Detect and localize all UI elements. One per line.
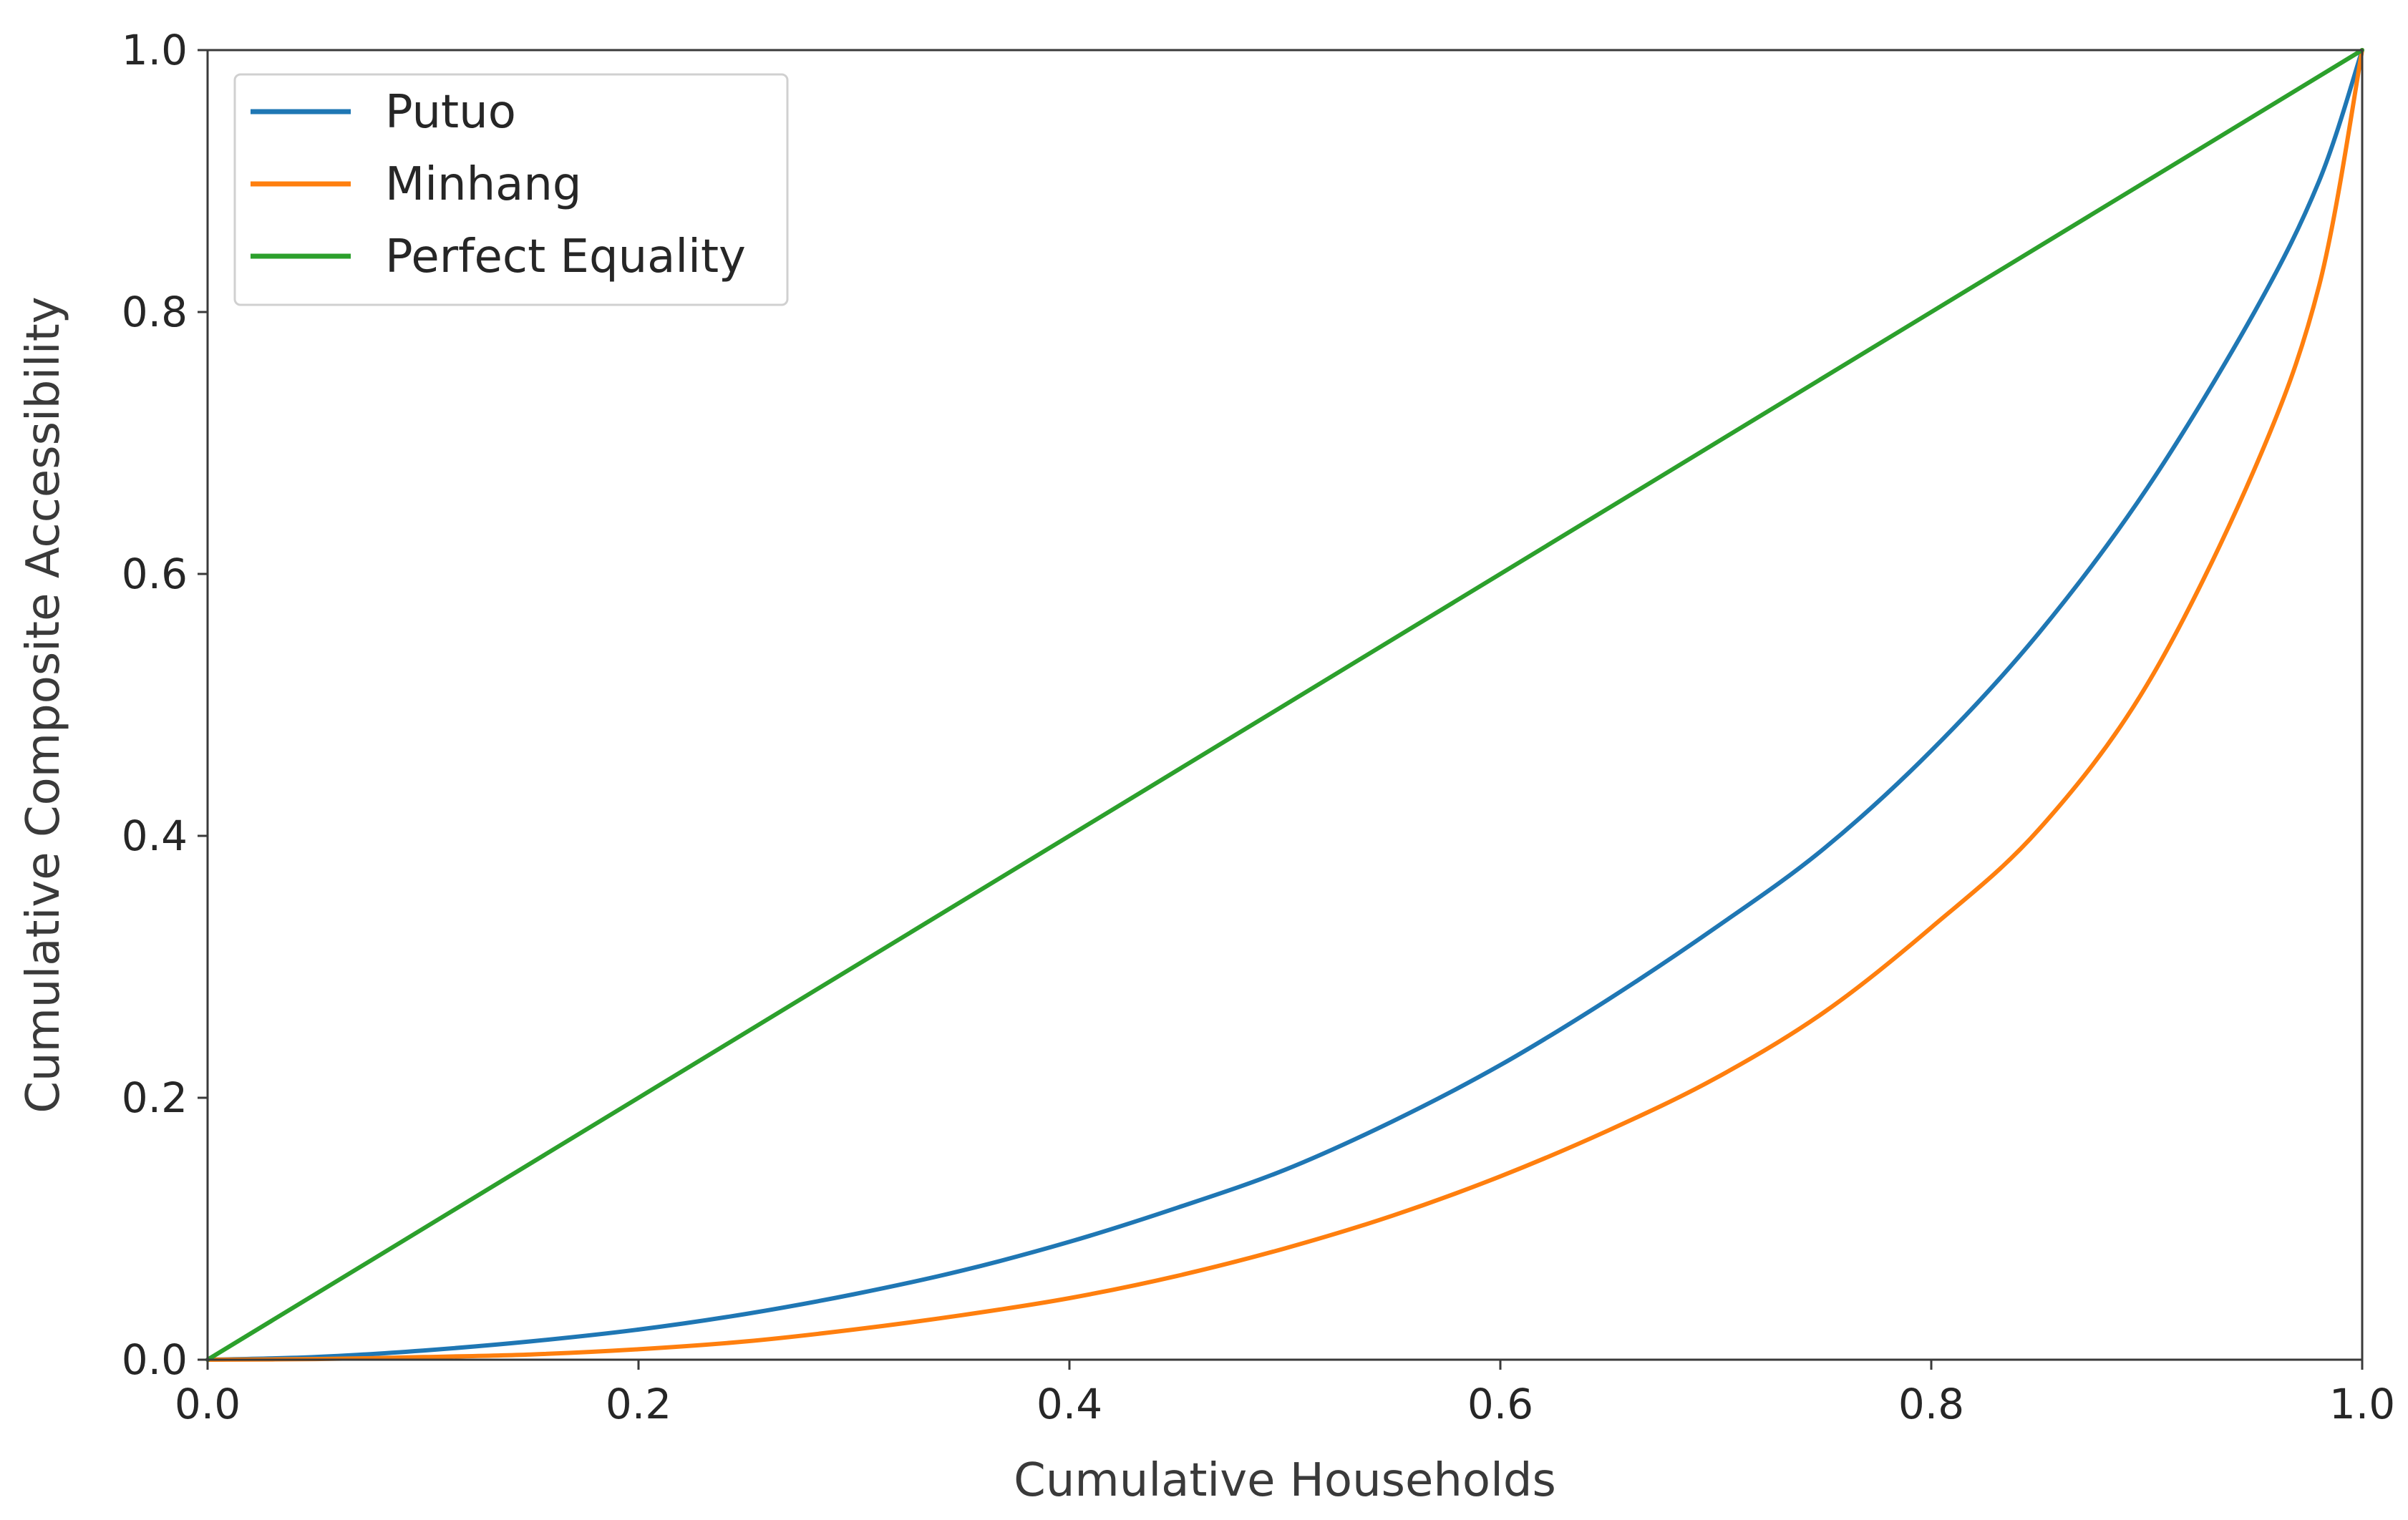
legend-label: Minhang xyxy=(385,158,582,211)
y-tick-label: 1.0 xyxy=(122,26,188,74)
plot-lines xyxy=(205,48,2364,1362)
series-line-putuo xyxy=(205,48,2364,1362)
x-tick-label: 0.8 xyxy=(1898,1380,1964,1428)
x-tick-label: 0.4 xyxy=(1036,1380,1102,1428)
series-line-minhang xyxy=(205,48,2364,1362)
y-axis-label: Cumulative Composite Accessibility xyxy=(17,296,70,1113)
y-tick-label: 0.2 xyxy=(122,1073,188,1122)
legend-entries: Putuo Minhang Perfect Equality xyxy=(251,86,746,283)
x-axis-label: Cumulative Households xyxy=(1014,1454,1556,1507)
y-axis-ticks: 0.0 0.2 0.4 0.6 0.8 1.0 xyxy=(122,26,208,1384)
x-tick-label: 0.0 xyxy=(175,1380,241,1428)
x-axis-ticks: 0.0 0.2 0.4 0.6 0.8 1.0 xyxy=(175,1360,2395,1428)
legend: Putuo Minhang Perfect Equality xyxy=(233,73,789,306)
x-tick-label: 0.2 xyxy=(606,1380,671,1428)
plot-frame xyxy=(206,49,2364,1361)
x-tick-label: 1.0 xyxy=(2329,1380,2395,1428)
legend-box xyxy=(233,73,789,306)
x-tick-label: 0.6 xyxy=(1467,1380,1533,1428)
y-tick-label: 0.8 xyxy=(122,288,188,336)
legend-label: Putuo xyxy=(385,86,516,139)
y-tick-label: 0.6 xyxy=(122,550,188,598)
y-tick-label: 0.0 xyxy=(122,1335,188,1384)
legend-label: Perfect Equality xyxy=(385,230,746,283)
y-tick-label: 0.4 xyxy=(122,812,188,860)
series-line-perfect-equality xyxy=(205,48,2364,1362)
